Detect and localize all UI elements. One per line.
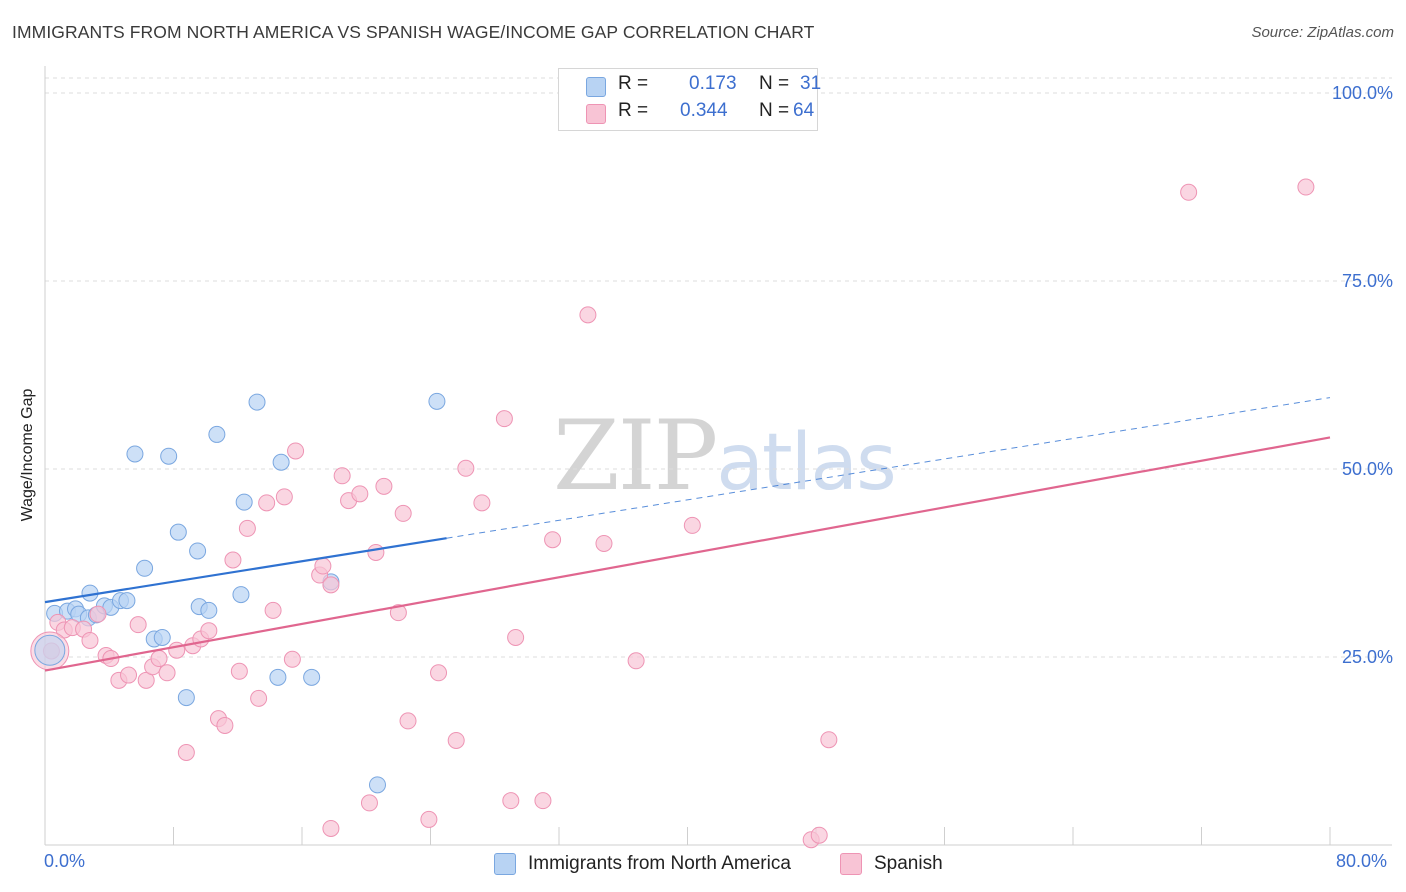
data-point-pink <box>250 689 268 707</box>
data-point-blue <box>269 668 287 686</box>
data-point-blue <box>368 776 386 794</box>
series-legend-spanish: Spanish <box>840 851 943 877</box>
series-legend-north-america: Immigrants from North America <box>494 851 791 877</box>
data-point-pink <box>495 410 513 428</box>
data-point-pink <box>89 605 107 623</box>
trend-line-blue <box>44 537 447 604</box>
data-point-pink <box>595 534 613 552</box>
data-point-pink <box>287 442 305 460</box>
data-point-blue <box>232 586 250 604</box>
data-point-pink <box>502 792 520 810</box>
data-point-pink <box>314 557 332 575</box>
data-point-pink <box>150 650 168 668</box>
legend-swatch-pink <box>586 104 606 124</box>
data-point-pink <box>420 810 438 828</box>
data-point-pink <box>399 712 417 730</box>
series-name-spanish: Spanish <box>874 853 943 874</box>
x-tick-label-max: 80.0% <box>1336 851 1388 871</box>
data-point-pink <box>275 488 293 506</box>
data-point-blue <box>169 523 187 541</box>
watermark: ZIPatlas <box>553 400 897 512</box>
data-point-pink <box>627 652 645 670</box>
data-point-pink <box>120 666 138 684</box>
data-point-pink <box>544 531 562 549</box>
data-point-pink <box>389 604 407 622</box>
legend-swatch-blue <box>586 77 606 97</box>
legend-n-label: N = <box>759 73 790 94</box>
legend-r-value: 0.173 <box>689 73 737 94</box>
y-tick-label: 25.0% <box>1342 647 1393 667</box>
data-point-pink <box>264 601 282 619</box>
data-point-blue <box>153 628 171 646</box>
data-point-pink <box>820 731 838 749</box>
data-point-pink <box>230 662 248 680</box>
data-point-blue <box>428 392 446 410</box>
data-point-pink <box>283 650 301 668</box>
series-swatch-pink <box>840 853 862 875</box>
data-point-pink <box>333 467 351 485</box>
source-credit: Source: ZipAtlas.com <box>1251 24 1394 41</box>
data-point-pink <box>430 664 448 682</box>
chart-title: IMMIGRANTS FROM NORTH AMERICA VS SPANISH… <box>12 22 815 42</box>
legend-r-value: 0.344 <box>680 100 728 121</box>
data-point-blue <box>118 592 136 610</box>
data-point-blue <box>126 445 144 463</box>
legend-r-label: R = <box>618 73 649 94</box>
data-point-blue <box>136 559 154 577</box>
data-point-pink <box>375 477 393 495</box>
data-point-pink <box>360 794 378 812</box>
watermark-atlas: atlas <box>716 418 896 508</box>
data-point-pink <box>177 744 195 762</box>
data-point-pink <box>216 716 234 734</box>
data-point-blue <box>177 689 195 707</box>
y-tick-label: 100.0% <box>1332 83 1393 103</box>
y-tick-label: 50.0% <box>1342 459 1393 479</box>
data-point-pink <box>322 819 340 837</box>
data-point-pink <box>810 826 828 844</box>
stats-legend: R = 0.173 N = 31 R = 0.344 N = 64 <box>558 68 822 131</box>
data-point-pink <box>534 792 552 810</box>
data-point-blue <box>160 447 178 465</box>
data-point-pink <box>81 631 99 649</box>
data-point-pink <box>224 551 242 569</box>
data-point-pink <box>158 664 176 682</box>
data-point-pink <box>507 628 525 646</box>
data-point-blue <box>200 601 218 619</box>
data-point-pink <box>200 622 218 640</box>
data-cluster-blue <box>34 634 66 666</box>
data-point-blue <box>248 393 266 411</box>
data-point-blue <box>303 668 321 686</box>
data-point-pink <box>129 616 147 634</box>
data-point-pink <box>394 504 412 522</box>
data-point-pink <box>1297 178 1315 196</box>
series-swatch-blue <box>494 853 516 875</box>
data-point-pink <box>351 485 369 503</box>
data-point-pink <box>579 306 597 324</box>
data-point-blue <box>208 425 226 443</box>
data-point-pink <box>473 494 491 512</box>
data-point-blue <box>272 453 290 471</box>
series-name-north-america: Immigrants from North America <box>528 853 791 874</box>
legend-n-label: N = <box>759 100 790 121</box>
x-tick-label-min: 0.0% <box>44 851 86 871</box>
data-point-blue <box>189 542 207 560</box>
legend-n-value: 31 <box>800 73 822 94</box>
data-point-pink <box>322 576 340 594</box>
y-tick-label: 75.0% <box>1342 271 1393 291</box>
data-point-pink <box>1180 183 1198 201</box>
trend-line-pink <box>44 436 1331 672</box>
legend-r-label: R = <box>618 100 649 121</box>
y-axis-label: Wage/Income Gap <box>19 388 36 522</box>
data-point-pink <box>238 519 256 537</box>
legend-n-value: 64 <box>793 100 815 121</box>
data-point-pink <box>258 494 276 512</box>
watermark-zip: ZIP <box>553 400 718 512</box>
data-point-pink <box>683 516 701 534</box>
data-point-pink <box>447 731 465 749</box>
data-point-pink <box>367 543 385 561</box>
data-point-pink <box>457 459 475 477</box>
data-point-blue <box>235 493 253 511</box>
